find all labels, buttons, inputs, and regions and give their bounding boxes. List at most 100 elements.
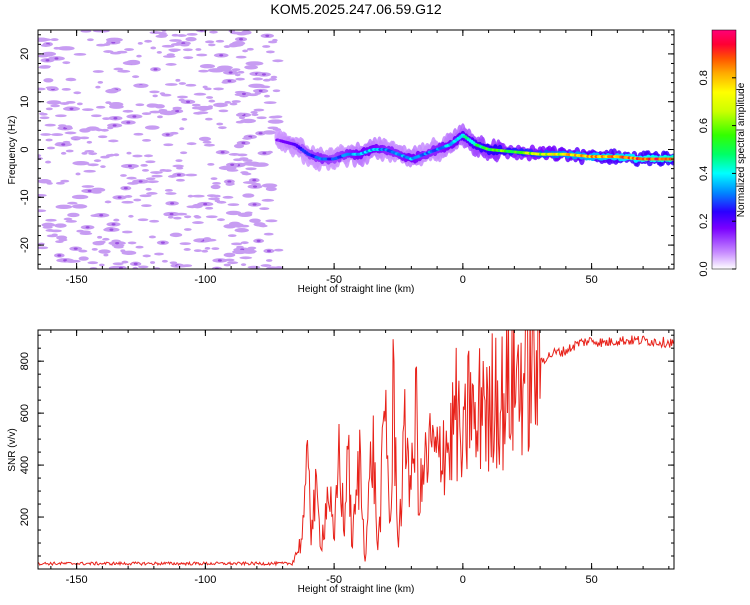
noise-speck [254,182,261,186]
noise-speck [207,105,213,109]
noise-speck [225,182,235,186]
noise-speck [113,245,124,249]
noise-speck [267,40,278,44]
noise-speck [186,205,199,209]
noise-speck [236,245,244,249]
noise-speck [268,78,278,81]
noise-core [112,124,117,127]
noise-speck [98,30,110,33]
noise-speck [249,62,262,66]
noise-speck [203,143,216,147]
noise-speck [40,44,52,47]
noise-speck [45,86,58,90]
noise-speck [88,152,98,156]
noise-speck [183,248,191,251]
noise-speck [198,69,209,73]
noise-speck [113,153,120,157]
noise-speck [87,163,99,167]
noise-speck [46,181,53,185]
noise-speck [65,149,74,153]
noise-speck [208,43,216,47]
noise-speck [212,181,221,185]
signal-track-layer [274,123,674,172]
noise-speck [135,245,144,249]
noise-speck [57,46,75,51]
noise-speck [86,140,93,144]
snr-x-ticks: -150 -100 -50 0 50 [50,330,670,586]
noise-speck [245,167,257,171]
noise-speck [210,177,218,181]
noise-speck [100,165,106,169]
noise-speck [134,85,148,88]
noise-speck [38,209,47,213]
noise-speck [141,112,152,116]
noise-speck [128,214,134,218]
noise-speck [149,219,160,223]
noise-speck [252,77,264,81]
colorbar-tick-label: 0.8 [698,70,710,85]
noise-speck [247,265,261,269]
noise-speck [226,168,239,172]
colorbar-gradient [711,29,737,270]
noise-speck [204,238,217,242]
noise-core [265,34,270,38]
x-tick-label: 0 [460,574,466,586]
noise-speck [263,232,274,236]
noise-speck [242,193,255,198]
noise-speck [78,249,88,253]
noise-speck [53,46,61,50]
noise-speck [264,94,270,98]
noise-speck [211,247,220,251]
noise-speck [246,47,254,51]
noise-core [256,239,261,243]
noise-speck [107,126,114,130]
noise-speck [193,249,202,253]
noise-speck [153,252,164,256]
noise-speck [167,175,177,178]
noise-speck [227,203,240,207]
x-tick-label: -50 [326,274,342,286]
noise-speck [178,82,187,85]
noise-speck [135,103,145,107]
x-tick-label: 50 [585,274,597,286]
noise-core [127,164,132,168]
noise-speck [144,39,153,43]
noise-speck [222,195,234,199]
noise-core [138,180,143,183]
noise-speck [73,91,82,95]
noise-speck [58,124,67,128]
noise-speck [103,253,109,257]
y-tick-label: 800 [19,352,31,370]
noise-speck [235,77,245,81]
noise-speck [172,107,179,111]
noise-core [115,241,120,245]
noise-speck [242,161,261,166]
noise-speck [204,117,213,121]
noise-speck [215,39,225,43]
noise-speck [109,102,124,107]
noise-speck [210,184,221,190]
noise-speck [137,41,143,45]
noise-speck [62,140,71,144]
noise-speck [144,125,160,130]
noise-speck [81,185,95,188]
noise-speck [127,241,137,245]
noise-speck [45,160,52,164]
noise-speck [262,130,276,135]
noise-speck [92,241,105,245]
noise-speck [50,133,64,136]
noise-speck [146,180,159,184]
noise-speck [240,30,252,35]
y-tick-label: 10 [19,96,31,108]
noise-speck [40,133,52,136]
noise-speck [136,54,142,58]
noise-speck [202,140,212,144]
snr-x-label: Height of straight line (km) [298,584,415,595]
noise-speck [46,146,56,150]
noise-speck [102,117,111,120]
noise-speck [70,136,84,140]
x-tick-label: -50 [326,574,342,586]
noise-core [253,185,258,188]
noise-speck [175,178,185,182]
